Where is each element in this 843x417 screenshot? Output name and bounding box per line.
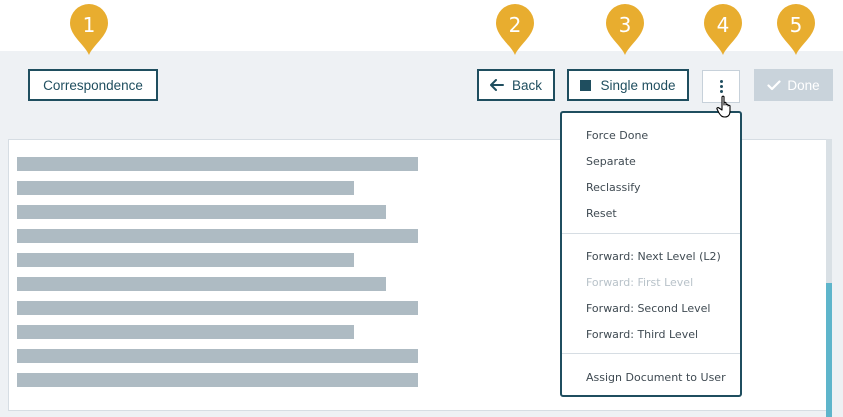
placeholder-text-line (17, 253, 354, 267)
scrollbar-thumb[interactable] (826, 283, 832, 417)
done-button[interactable]: Done (754, 69, 833, 101)
callout-pin-icon (70, 4, 108, 55)
placeholder-text-line (17, 181, 354, 195)
callout-marker-1: 1 (69, 4, 109, 56)
placeholder-text-line (17, 373, 418, 387)
callout-number: 5 (789, 13, 803, 37)
kebab-menu-icon (719, 80, 723, 93)
callout-pin-icon (704, 4, 742, 55)
placeholder-text-line (17, 157, 418, 171)
back-label: Back (511, 77, 542, 93)
menu-item-forward-third-level[interactable]: Forward: Third Level (586, 328, 699, 341)
callout-marker-5: 5 (776, 4, 816, 56)
callout-pin-icon (606, 4, 644, 55)
menu-item-force-done[interactable]: Force Done (586, 129, 649, 142)
single-mode-button[interactable]: Single mode (567, 69, 689, 101)
callout-marker-3: 3 (605, 4, 645, 56)
menu-item-separate[interactable]: Separate (586, 155, 636, 168)
placeholder-text-line (17, 277, 386, 291)
correspondence-label: Correspondence (43, 77, 143, 93)
placeholder-text-line (17, 229, 418, 243)
menu-item-forward-next-level[interactable]: Forward: Next Level (L2) (586, 250, 721, 263)
menu-item-reset[interactable]: Reset (586, 207, 617, 220)
done-label: Done (787, 77, 820, 93)
placeholder-text-line (17, 301, 418, 315)
more-actions-menu: Force Done Separate Reclassify Reset For… (560, 111, 742, 397)
single-mode-label: Single mode (600, 77, 676, 93)
menu-item-forward-first-level: Forward: First Level (586, 276, 694, 289)
arrow-left-icon (489, 79, 504, 91)
callout-marker-4: 4 (703, 4, 743, 56)
placeholder-text-line (17, 349, 418, 363)
check-icon (767, 79, 781, 90)
scrollbar-track[interactable] (826, 139, 832, 417)
menu-item-forward-second-level[interactable]: Forward: Second Level (586, 302, 711, 315)
callout-number: 2 (508, 13, 522, 37)
callout-pin-icon (777, 4, 815, 55)
menu-divider (562, 353, 740, 354)
callout-pin-icon (496, 4, 534, 55)
hand-cursor-icon (716, 95, 731, 118)
callout-marker-2: 2 (495, 4, 535, 56)
more-actions-button[interactable] (702, 70, 740, 103)
callout-number: 1 (82, 13, 96, 37)
callout-number: 4 (716, 13, 730, 37)
square-icon (580, 79, 592, 91)
menu-item-assign-document[interactable]: Assign Document to User (586, 371, 726, 384)
placeholder-text-line (17, 205, 386, 219)
menu-divider (562, 233, 740, 234)
menu-item-reclassify[interactable]: Reclassify (586, 181, 641, 194)
correspondence-button[interactable]: Correspondence (28, 69, 158, 101)
placeholder-text-line (17, 325, 354, 339)
callout-number: 3 (618, 13, 632, 37)
back-button[interactable]: Back (477, 69, 555, 101)
